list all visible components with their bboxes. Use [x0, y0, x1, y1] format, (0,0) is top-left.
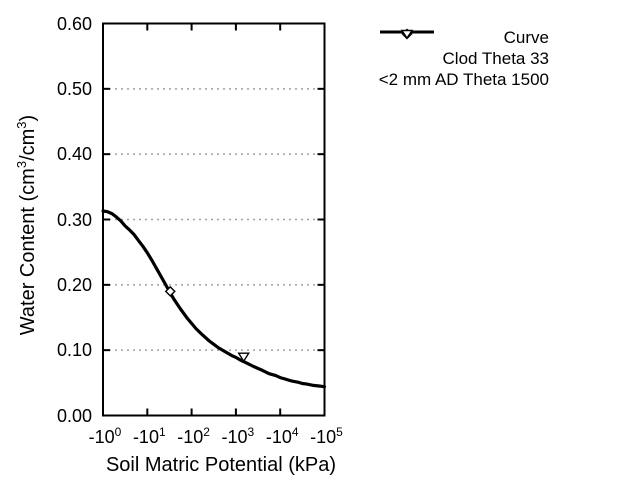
legend: Curve Clod Theta 33 <2 mm AD Theta 1500 — [379, 27, 618, 90]
x-tick-base: -10 — [221, 427, 248, 447]
x-tick-exponent: 4 — [291, 425, 299, 439]
y-axis-title-text: Water Content (cm — [17, 168, 39, 336]
y-tick-label: 0.00 — [56, 405, 92, 426]
x-tick-label: -101 — [121, 425, 177, 449]
legend-row-clod-theta-33: Clod Theta 33 — [379, 28, 618, 69]
y-tick-label: 0.50 — [56, 78, 92, 99]
y-tick-label: 0.30 — [56, 209, 92, 230]
y-tick-label: 0.60 — [56, 13, 92, 34]
x-tick-base: -10 — [132, 427, 159, 447]
data-point-diamond — [164, 285, 176, 297]
legend-row-2mm-ad-theta-1500: <2 mm AD Theta 1500 — [378, 29, 618, 90]
legend-label-2mm-ad-theta-1500: <2 mm AD Theta 1500 — [378, 69, 549, 89]
legend-label-curve: Curve — [503, 27, 549, 47]
x-tick-label: -103 — [210, 425, 266, 449]
y-tick-label: 0.10 — [56, 340, 92, 361]
legend-line-sample-icon — [379, 27, 618, 48]
x-tick-label: -104 — [254, 425, 310, 449]
x-tick-label: -102 — [166, 425, 222, 449]
y-tick-label: 0.40 — [56, 144, 92, 165]
x-tick-exponent: 1 — [158, 425, 166, 439]
data-point-triangle-down — [237, 352, 250, 363]
x-tick-label: -105 — [299, 425, 355, 449]
x-tick-label: -100 — [77, 425, 133, 449]
x-axis-title: Soil Matric Potential (kPa) — [105, 454, 337, 476]
legend-triangle-down-marker-icon — [400, 29, 618, 90]
x-tick-base: -10 — [177, 427, 204, 447]
x-tick-base: -10 — [265, 427, 292, 447]
x-tick-exponent: 2 — [203, 425, 210, 439]
x-tick-exponent: 5 — [336, 425, 343, 439]
x-tick-base: -10 — [88, 427, 115, 447]
y-axis-title-superscript: 3 — [14, 160, 29, 169]
y-axis-title: Water Content (cm3/cm3) — [14, 75, 40, 375]
y-axis-title-text: /cm — [17, 128, 39, 161]
legend-diamond-marker-icon — [401, 28, 618, 69]
plot-border — [102, 22, 326, 417]
x-tick-base: -10 — [310, 427, 337, 447]
y-axis-title-superscript: 3 — [14, 121, 29, 129]
x-tick-exponent: 0 — [114, 425, 122, 439]
legend-label-clod-theta-33: Clod Theta 33 — [442, 48, 549, 68]
x-tick-exponent: 3 — [247, 425, 255, 439]
y-tick-label: 0.20 — [56, 274, 92, 295]
retention-curve — [101, 209, 327, 389]
